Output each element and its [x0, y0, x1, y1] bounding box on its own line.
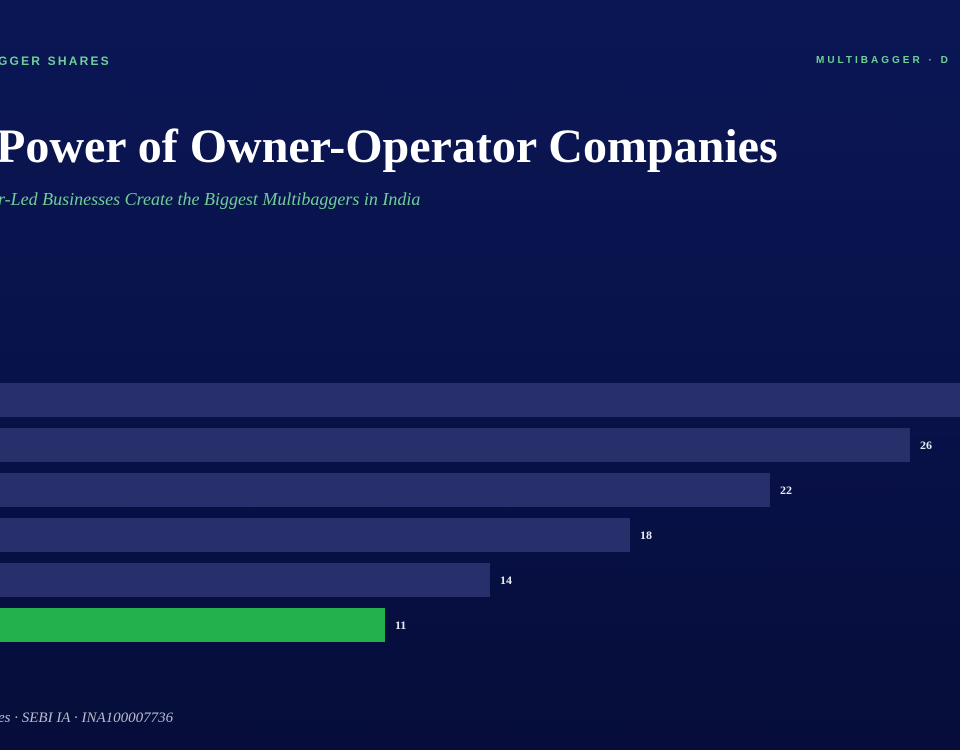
value-label: 18	[640, 528, 652, 542]
bar	[0, 608, 385, 642]
value-label: 14	[500, 573, 512, 587]
chart-title: Power of Owner-Operator Companies	[0, 120, 778, 173]
footer: es · SEBI IA · INA100007736	[0, 710, 174, 726]
value-label: 26	[920, 438, 932, 452]
bar	[0, 473, 770, 507]
brand: MULTIBAGGER · D	[816, 55, 951, 66]
value-label: 11	[395, 618, 406, 632]
value-label: 22	[780, 483, 792, 497]
bar	[0, 518, 630, 552]
kicker: GGER SHARES	[0, 54, 111, 68]
chart-subtitle: r-Led Businesses Create the Biggest Mult…	[0, 189, 420, 209]
bar	[0, 428, 910, 462]
bar	[0, 563, 490, 597]
bar	[0, 383, 960, 417]
